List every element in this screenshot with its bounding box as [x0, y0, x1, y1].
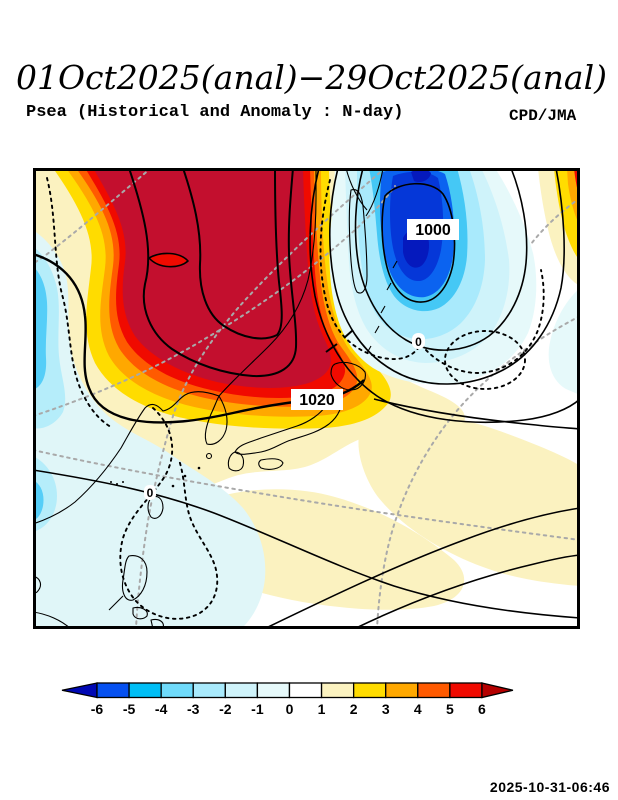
shade-plus6-core — [93, 168, 331, 388]
coast-islet-1 — [110, 481, 112, 483]
zero-anomaly-contours — [46, 177, 545, 620]
coast-luzon — [121, 555, 148, 601]
isobar-south-1 — [33, 469, 580, 619]
map-frame — [33, 168, 580, 629]
colorbar-cell — [449, 682, 483, 699]
colorbar-scale — [61, 682, 514, 699]
graticule — [33, 168, 580, 629]
label-box-zero-1 — [412, 333, 425, 349]
colorbar-arrow-left — [61, 682, 98, 699]
coast-ryukyu-1 — [171, 484, 175, 488]
zero-line-low — [319, 179, 545, 374]
colorbar-cell — [96, 682, 130, 699]
zero-line-loop-east — [444, 330, 526, 390]
coast-korea — [204, 395, 228, 445]
coast-primorye — [218, 168, 317, 397]
shade-plus1-east — [358, 414, 580, 586]
colorbar-tick: -5 — [122, 701, 136, 717]
colorbar-tick: 5 — [445, 701, 454, 717]
chart-subtitle: Psea (Historical and Anomaly : N-day) — [26, 103, 404, 122]
colorbar-tick: 6 — [478, 701, 486, 717]
coast-kamchatka — [365, 168, 384, 217]
label-box-zero-2 — [144, 485, 156, 500]
isobar-south-2 — [263, 507, 580, 629]
colorbar-tick: 0 — [285, 701, 294, 717]
colorbar-tick: 4 — [413, 701, 422, 717]
colorbar-tick: 1 — [317, 701, 326, 717]
isobar-low-4 — [309, 168, 580, 424]
contour-label-1020: 1020 — [299, 392, 335, 409]
colorbar-cell — [192, 682, 226, 699]
zero-line-west — [46, 177, 112, 428]
colorbar-cell — [224, 682, 259, 699]
isobar-south-3 — [353, 554, 580, 629]
colorbar-tick: -6 — [90, 701, 104, 717]
contour-label-zero-2: 0 — [147, 486, 154, 500]
coast-borneo — [33, 611, 72, 629]
colorbar-tick: -3 — [187, 701, 200, 717]
colorbar-cell — [320, 682, 355, 699]
coast-ryukyu-2 — [183, 474, 187, 478]
pressure-anomaly-map: 1000 1020 0 0 — [33, 168, 580, 629]
isobar-1000 — [381, 182, 456, 303]
coast-kurils — [366, 260, 398, 354]
coast-ryukyu-3 — [197, 466, 201, 470]
anomaly-shading — [33, 168, 580, 629]
coast-taiwan — [147, 495, 164, 519]
agency-label: CPD/JMA — [509, 107, 577, 125]
contour-label-1000: 1000 — [415, 222, 451, 239]
coast-china — [33, 391, 220, 525]
coast-islet-3 — [122, 481, 124, 483]
colorbar-cell — [352, 682, 387, 699]
shade-minus1-west — [33, 230, 266, 629]
label-box-1020 — [291, 389, 343, 410]
label-box-1000 — [407, 219, 459, 240]
shade-inner-sliver — [149, 253, 188, 267]
coast-jeju — [205, 452, 213, 460]
shade-minus3-west — [33, 266, 48, 390]
colorbar-cell — [256, 682, 291, 699]
colorbar-ticks: -6 -5 -4 -3 -2 -1 0 1 2 3 4 5 6 — [55, 701, 525, 721]
zero-line-southwest — [119, 407, 219, 620]
coast-kyushu — [227, 451, 245, 472]
colorbar-cell — [417, 682, 451, 699]
colorbar-arrow-right — [481, 682, 514, 699]
coast-okhotsk — [345, 168, 368, 211]
shade-minus1-east-edge — [548, 288, 580, 395]
shade-minus6-top — [411, 169, 431, 183]
colorbar: -6 -5 -4 -3 -2 -1 0 1 2 3 4 5 6 — [55, 679, 525, 723]
isobar-low-2 — [354, 168, 528, 351]
colorbar-cell — [128, 682, 162, 699]
isobar-high-inner — [148, 252, 189, 268]
isobar-low-3 — [329, 168, 565, 385]
colorbar-tick: -1 — [251, 701, 264, 717]
chart-title: 01Oct2025(anal)−29Oct2025(anal) — [16, 58, 608, 97]
generation-timestamp: 2025-10-31-06:46 — [489, 779, 610, 795]
colorbar-tick: 3 — [381, 701, 390, 717]
isobar-high-2 — [182, 168, 283, 340]
colorbar-cell — [385, 682, 419, 699]
colorbar-cell — [160, 682, 194, 699]
coast-shikoku — [258, 458, 284, 470]
contour-label-zero-1: 0 — [415, 335, 422, 349]
colorbar-tick: -2 — [219, 701, 232, 717]
isobar-high-1 — [128, 168, 298, 378]
colorbar-tick: -4 — [154, 701, 168, 717]
isobar-mid-east — [373, 398, 580, 430]
colorbar-cell — [288, 682, 323, 699]
coast-visayas — [132, 606, 148, 620]
colorbar-tick: 2 — [349, 701, 358, 717]
coast-palawan — [108, 595, 124, 611]
contour-labels: 1000 1020 0 0 — [144, 219, 459, 500]
